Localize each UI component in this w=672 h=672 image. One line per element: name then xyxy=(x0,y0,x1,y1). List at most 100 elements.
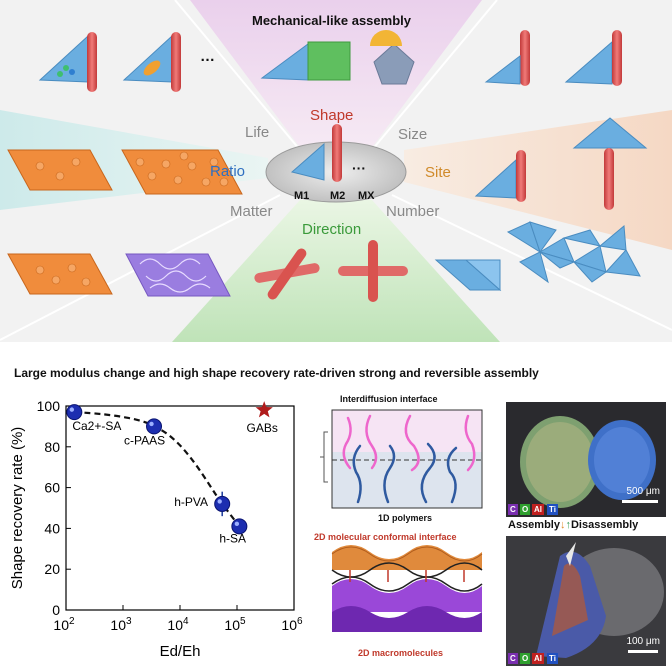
data-point-label: Ca2+-SA xyxy=(72,419,121,433)
element-tag-ti: Ti xyxy=(547,504,558,515)
highlight-label: GABs xyxy=(247,421,278,435)
bottom-title: Large modulus change and high shape reco… xyxy=(14,366,539,380)
interdiffusion-title: Interdiffusion interface xyxy=(340,394,438,404)
label-shape: Shape xyxy=(310,107,354,124)
micrograph-disassembled: 100 μm C O Al Ti xyxy=(506,536,666,666)
element-tag-al: Al xyxy=(532,504,544,515)
half-disc-block xyxy=(370,30,402,46)
recovery-chart: 0 20 40 60 80 100 102 103 104 105 106 Shape recover… xyxy=(9,398,303,660)
interface-graphic xyxy=(320,409,483,632)
interaction-arrows xyxy=(349,570,465,582)
interdiffusion-lower xyxy=(332,452,482,508)
data-point-highlight xyxy=(234,521,240,527)
rod xyxy=(171,32,181,92)
arrow-down-icon: ↓ xyxy=(559,519,566,531)
crossing-rods-right xyxy=(338,240,408,302)
x-tick-label: 105 xyxy=(224,616,246,633)
element-tag-c: C xyxy=(508,653,518,664)
data-point xyxy=(214,495,231,512)
particle-slab xyxy=(7,149,113,191)
label-life: Life xyxy=(245,124,270,141)
fiber-pattern xyxy=(139,258,211,293)
cube-block xyxy=(307,41,351,81)
scale-bar-top xyxy=(622,500,658,503)
micrograph-disassembled-image xyxy=(536,542,664,658)
module-label-m1: M1 xyxy=(294,190,310,202)
x-tick-label: 103 xyxy=(110,616,132,633)
highlight-star-marker xyxy=(255,401,273,418)
rod xyxy=(520,30,530,86)
particle-dot xyxy=(69,69,75,75)
label-site: Site xyxy=(425,164,451,181)
element-tag-ti: Ti xyxy=(547,653,558,664)
y-tick-label: 0 xyxy=(52,602,60,618)
center-prism xyxy=(290,142,325,181)
label-size: Size xyxy=(398,126,428,143)
label-ratio: Ratio xyxy=(210,163,246,180)
particle-dot xyxy=(63,65,69,71)
divider-line xyxy=(174,0,301,151)
data-point-label: h-SA xyxy=(219,531,246,545)
crossing-rods-left xyxy=(254,248,320,300)
ellipsis-center: ··· xyxy=(352,160,366,176)
element-tag-al: Al xyxy=(532,653,544,664)
rod xyxy=(604,148,614,210)
element-tag-o: O xyxy=(520,653,531,664)
conformal-title: 2D molecular conformal interface xyxy=(314,532,457,542)
interface-schematic: Interdiffusion interface 1D polymers 2D … xyxy=(314,392,498,668)
particle-dots xyxy=(35,151,229,287)
center-rod xyxy=(332,124,342,182)
interdiffusion-frame xyxy=(331,409,483,509)
module-label-m2: M2 xyxy=(330,190,346,202)
element-tag-o: O xyxy=(520,504,531,515)
element-tag-c: C xyxy=(508,504,518,515)
data-point-highlight xyxy=(149,421,154,427)
divider-line xyxy=(371,0,498,151)
sector-bottom-green xyxy=(172,200,500,342)
y-tick-label: 20 xyxy=(44,561,60,577)
y-tick-label: 100 xyxy=(37,398,61,414)
fiber-slab xyxy=(125,253,231,297)
label-matter: Matter xyxy=(230,203,273,220)
prism-block xyxy=(484,54,521,85)
polymer-chains xyxy=(342,414,476,504)
particle-dot xyxy=(57,71,63,77)
micrograph-assembled: 500 μm C O Al Ti xyxy=(506,402,666,517)
data-point-highlight xyxy=(69,407,75,412)
y-tick-label: 40 xyxy=(44,520,60,536)
rod xyxy=(87,32,97,92)
conformal-layers xyxy=(331,545,483,632)
assembly-label: Assembly xyxy=(508,519,560,531)
bracket xyxy=(320,431,328,483)
y-tick-label: 80 xyxy=(44,439,60,455)
rod xyxy=(612,30,622,86)
macromolecules-label: 2D macromolecules xyxy=(358,648,444,658)
polymers-label: 1D polymers xyxy=(378,513,433,523)
rod xyxy=(516,150,526,202)
y-axis-label: Shape recovery rate (%) xyxy=(9,427,26,590)
arrow-up-icon: ↑ xyxy=(565,519,571,531)
assembly-row: Assembly↓↑Disassembly xyxy=(508,519,638,531)
x-tick-label: 104 xyxy=(167,616,189,633)
module-label-mx: MX xyxy=(358,190,375,202)
data-point xyxy=(146,418,163,435)
prism-block xyxy=(572,117,648,149)
scale-bar-bottom xyxy=(628,650,658,653)
data-point-label: h-PVA xyxy=(174,495,208,509)
x-tick-label: 102 xyxy=(53,616,75,633)
label-number: Number xyxy=(386,203,440,220)
scale-label-top: 500 μm xyxy=(626,486,660,497)
data-point-highlight xyxy=(217,499,222,504)
disassembly-label: Disassembly xyxy=(570,519,639,531)
top-title: Mechanical-like assembly xyxy=(252,13,411,28)
embedded-ellipse xyxy=(143,60,161,76)
prism-chain xyxy=(506,221,641,284)
ellipsis-top: … xyxy=(200,48,215,65)
x-tick-label: 106 xyxy=(281,616,303,633)
top-panel: Mechanical-like assembly … Shape Life Si… xyxy=(0,0,672,342)
x-axis-label: Ed/Eh xyxy=(160,643,201,660)
top-panel-graphic xyxy=(0,0,672,342)
data-point-label: c-PAAS xyxy=(124,433,165,447)
scale-label-bottom: 100 μm xyxy=(626,636,660,647)
pentagon-block xyxy=(373,43,415,85)
